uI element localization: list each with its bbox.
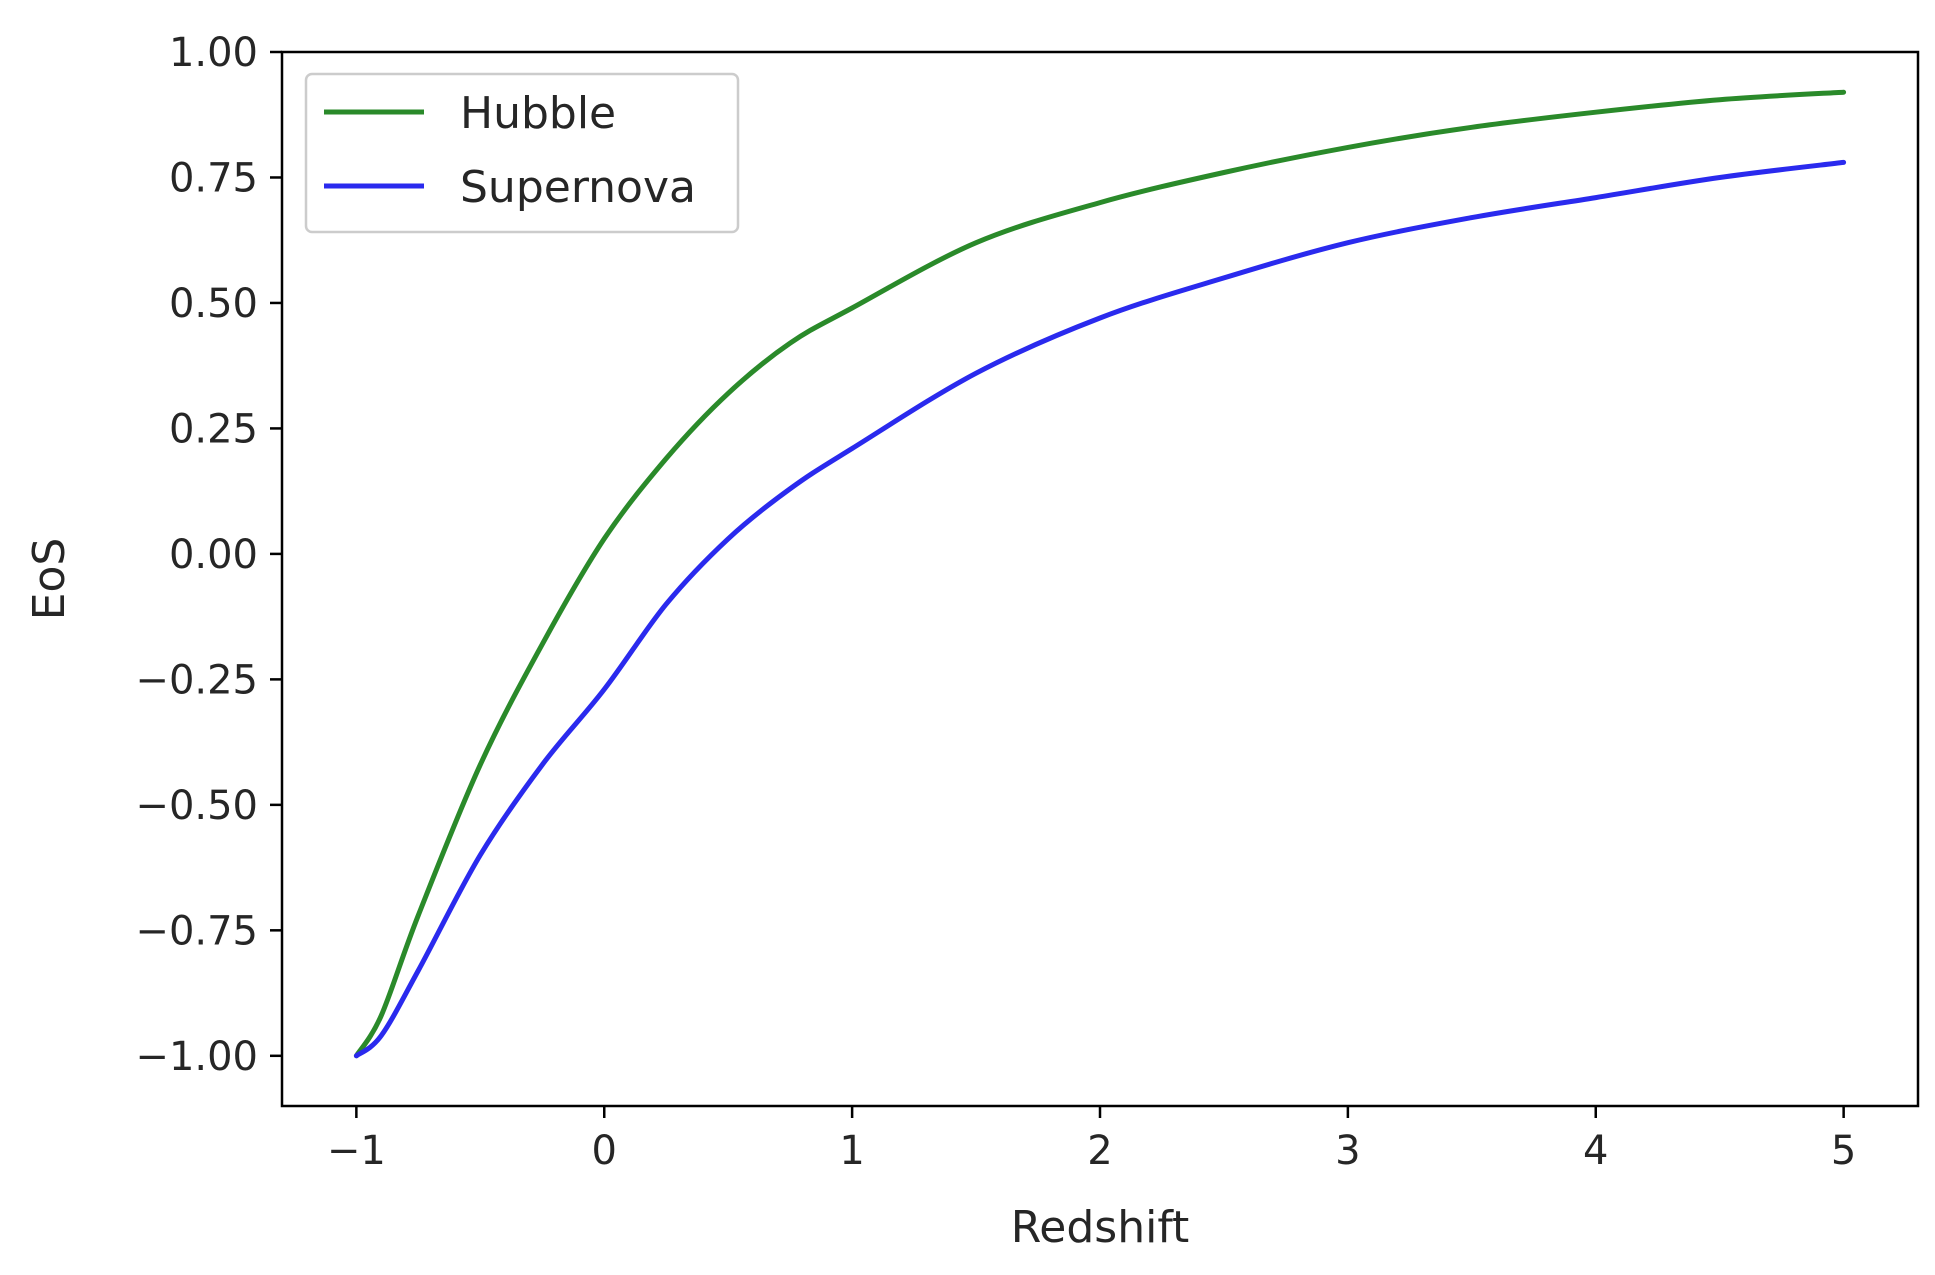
series-line-supernova — [353, 159, 1847, 1059]
x-tick-label: 4 — [1583, 1128, 1608, 1174]
y-tick-label: 1.00 — [169, 30, 258, 76]
y-tick-label: 0.50 — [169, 281, 258, 327]
legend-label-hubble: Hubble — [460, 88, 616, 139]
legend: Hubble Supernova — [304, 72, 740, 234]
series-layer — [353, 89, 1847, 1059]
legend-label-supernova: Supernova — [460, 162, 696, 213]
x-tick-label: 0 — [592, 1128, 617, 1174]
x-tick-label: 3 — [1335, 1128, 1360, 1174]
x-tick-label: 1 — [839, 1128, 864, 1174]
y-tick-label: −0.25 — [135, 657, 258, 703]
y-tick-label: 0.00 — [169, 532, 258, 578]
x-tick-label: 5 — [1831, 1128, 1856, 1174]
y-tick-label: −1.00 — [135, 1034, 258, 1080]
x-tick-label: −1 — [327, 1128, 386, 1174]
y-axis-label: EoS — [24, 538, 75, 621]
axes-layer: −1 0 1 2 3 4 5 −1.00 −0.75 −0.50 −0.25 0.00 0.25 0.50… — [24, 30, 1920, 1253]
y-tick-label: −0.75 — [135, 908, 258, 954]
y-tick-label: −0.50 — [135, 783, 258, 829]
x-axis-label: Redshift — [1011, 1202, 1190, 1253]
y-tick-label: 0.25 — [169, 406, 258, 452]
x-tick-label: 2 — [1087, 1128, 1112, 1174]
y-tick-label: 0.75 — [169, 155, 258, 201]
series-line-hubble — [353, 89, 1847, 1059]
